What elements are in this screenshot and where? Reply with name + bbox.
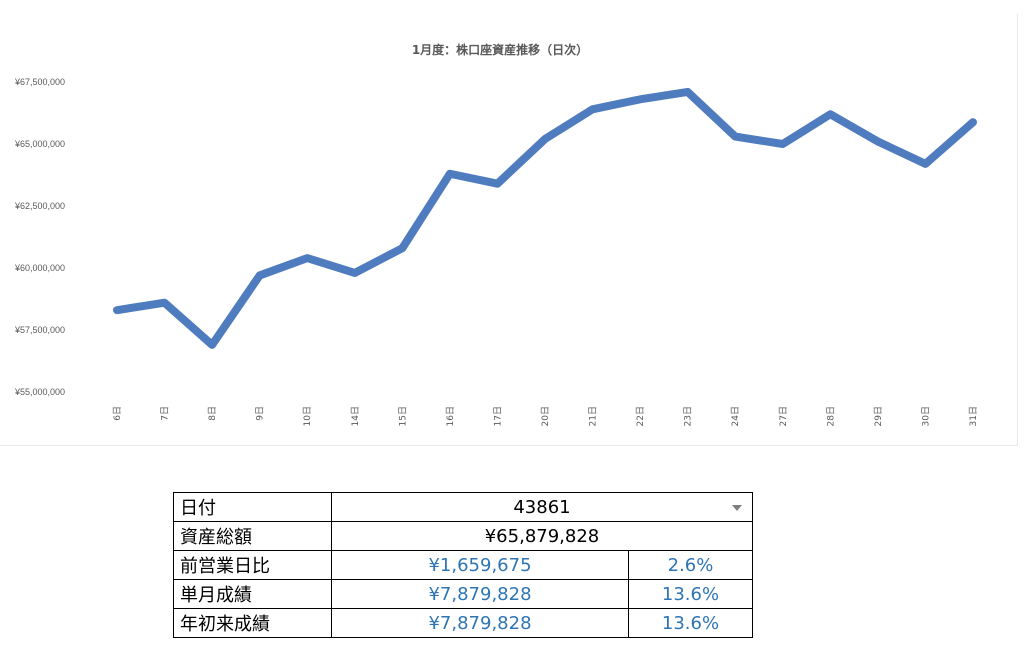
data-point xyxy=(592,108,594,110)
ytd-pct: 13.6% xyxy=(628,608,753,638)
y-tick-label: ¥55,000,000 xyxy=(14,387,65,397)
x-tick-label: 10日 xyxy=(302,406,313,426)
y-tick-label: ¥57,500,000 xyxy=(14,325,65,335)
x-tick-label: 27日 xyxy=(778,406,789,426)
chart-title: 1月度：株口座資産推移（日次） xyxy=(412,42,588,57)
y-tick-label: ¥65,000,000 xyxy=(14,139,65,149)
data-point xyxy=(354,272,356,274)
x-tick-label: 20日 xyxy=(540,406,551,426)
data-point xyxy=(734,136,736,138)
x-tick-label: 14日 xyxy=(350,406,361,426)
summary-table: 日付 43861 資産総額 ¥65,879,828 前営業日比 ¥1,659,6… xyxy=(173,492,753,638)
total-label: 資産総額 xyxy=(173,521,332,551)
x-tick-label: 24日 xyxy=(730,406,741,426)
data-point xyxy=(164,302,166,304)
y-tick-label: ¥62,500,000 xyxy=(14,201,65,211)
data-point xyxy=(782,143,784,145)
x-tick-label: 22日 xyxy=(635,406,646,426)
ytd-amount: ¥7,879,828 xyxy=(331,608,629,638)
series-line xyxy=(113,87,977,349)
data-point xyxy=(496,183,498,185)
chart-panel: 1月度：株口座資産推移（日次） ¥55,000,000 ¥57,500,000 ¥60… xyxy=(0,14,1018,446)
x-tick-label: 21日 xyxy=(588,406,599,426)
x-tick-label: 7日 xyxy=(160,406,171,421)
x-tick-label: 6日 xyxy=(112,406,123,421)
date-select[interactable]: 43861 xyxy=(331,492,753,522)
y-tick-label: ¥67,500,000 xyxy=(14,77,65,87)
data-point xyxy=(211,344,213,346)
data-point xyxy=(116,309,118,311)
y-tick-label: ¥60,000,000 xyxy=(14,263,65,273)
data-point xyxy=(306,257,308,259)
month-label: 単月成績 xyxy=(173,579,332,609)
line-chart: 1月度：株口座資産推移（日次） ¥55,000,000 ¥57,500,000 ¥60… xyxy=(14,42,979,426)
date-label: 日付 xyxy=(173,492,332,522)
data-point xyxy=(687,91,689,93)
data-point xyxy=(259,274,261,276)
x-tick-label: 31日 xyxy=(968,406,979,426)
table-row-ytd: 年初来成績 ¥7,879,828 13.6% xyxy=(173,608,753,638)
x-tick-label: 15日 xyxy=(397,406,408,426)
total-value: ¥65,879,828 xyxy=(331,521,753,551)
ytd-label: 年初来成績 xyxy=(173,608,332,638)
data-point xyxy=(401,247,403,249)
prev-day-pct: 2.6% xyxy=(628,550,753,580)
data-point xyxy=(544,138,546,140)
prev-day-amount: ¥1,659,675 xyxy=(331,550,629,580)
data-point xyxy=(449,173,451,175)
x-tick-label: 28日 xyxy=(825,406,836,426)
table-row-month: 単月成績 ¥7,879,828 13.6% xyxy=(173,579,753,609)
data-point xyxy=(924,163,926,165)
data-point xyxy=(639,98,641,100)
x-tick-label: 8日 xyxy=(207,406,218,421)
x-tick-label: 29日 xyxy=(873,406,884,426)
date-value: 43861 xyxy=(513,496,571,518)
x-tick-label: 16日 xyxy=(445,406,456,426)
data-point xyxy=(972,121,974,123)
data-point xyxy=(829,113,831,115)
data-point xyxy=(877,141,879,143)
chevron-down-icon[interactable] xyxy=(732,505,742,511)
month-pct: 13.6% xyxy=(628,579,753,609)
table-row-prev-day: 前営業日比 ¥1,659,675 2.6% xyxy=(173,550,753,580)
month-amount: ¥7,879,828 xyxy=(331,579,629,609)
table-row-date: 日付 43861 xyxy=(173,492,753,522)
x-tick-label: 30日 xyxy=(920,406,931,426)
table-row-total: 資産総額 ¥65,879,828 xyxy=(173,521,753,551)
x-tick-label: 17日 xyxy=(492,406,503,426)
x-tick-label: 23日 xyxy=(683,406,694,426)
prev-day-label: 前営業日比 xyxy=(173,550,332,580)
x-tick-label: 9日 xyxy=(255,406,266,421)
